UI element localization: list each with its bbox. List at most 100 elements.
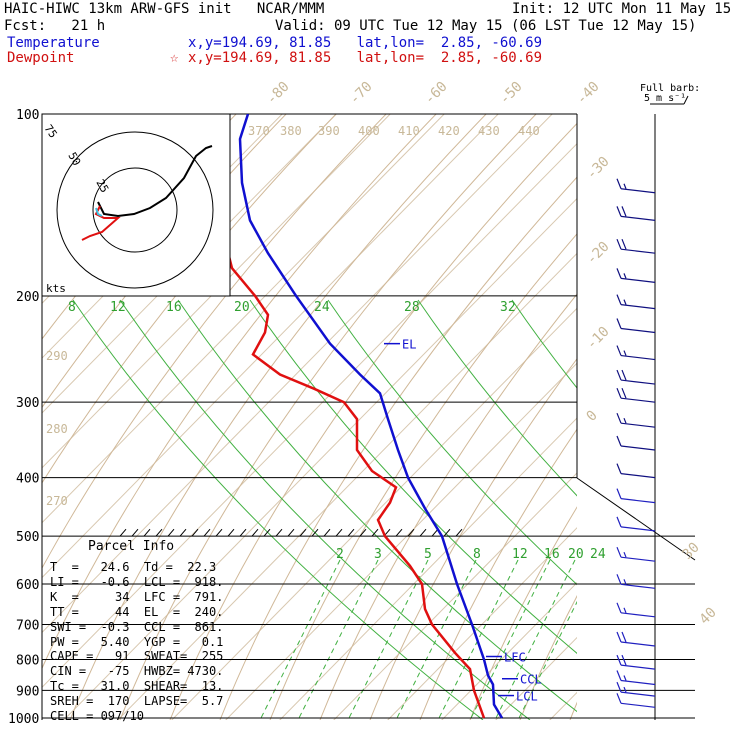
parcel-info-row: SREH = 170 LAPSE= 5.7 xyxy=(50,694,224,709)
parcel-info-row: T = 24.6 Td = 22.3 xyxy=(50,560,217,574)
freezing-level-hatch xyxy=(227,528,235,537)
freezing-level-hatch xyxy=(443,528,451,537)
wind-barb-staff xyxy=(620,248,656,254)
parcel-info-row: LI = -0.6 LCL = 918. xyxy=(50,574,224,589)
theta-e-label: 370 xyxy=(248,124,270,138)
hodograph-ring-label: 75 xyxy=(42,122,60,140)
wind-barb-staff xyxy=(620,379,656,385)
mixing-ratio-lower-label: 24 xyxy=(590,547,606,562)
wind-barb-staff xyxy=(620,691,656,697)
wind-barb-full xyxy=(616,238,622,250)
parcel-info-title: Parcel Info xyxy=(88,539,175,554)
barb-key-flag xyxy=(683,95,689,105)
freezing-level-hatch xyxy=(131,528,139,537)
wind-barb-staff xyxy=(620,277,656,283)
dry-adiabat-line xyxy=(319,293,577,720)
dry-adiabat-line xyxy=(42,114,337,484)
hodograph-units: kts xyxy=(46,282,66,295)
dry-adiabat-line xyxy=(42,114,437,670)
freezing-level-hatch xyxy=(155,528,163,537)
isotherm-line xyxy=(225,362,577,720)
mixing-ratio-line xyxy=(437,559,519,720)
hodograph-lower-trace xyxy=(81,205,121,241)
wind-barb-full xyxy=(616,345,622,356)
parcel-info-row: K = 34 LFC = 791. xyxy=(50,589,224,604)
freezing-level-hatch xyxy=(203,528,211,537)
isotherm-right-label: 0 xyxy=(584,408,601,425)
wind-barb-full xyxy=(616,516,622,528)
freezing-level-hatch xyxy=(347,528,355,537)
theta-e-label: 430 xyxy=(478,124,500,138)
parcel-info-row: CELL = 097/10 xyxy=(50,709,144,723)
freezing-level-hatch xyxy=(455,528,463,537)
wind-barb-half xyxy=(623,579,627,585)
dry-adiabat-line xyxy=(519,595,577,720)
isotherm-line xyxy=(279,417,577,720)
wind-barb-full xyxy=(621,238,627,250)
pressure-tick-label: 700 xyxy=(16,618,39,633)
theta-e-label: 380 xyxy=(280,124,302,138)
hodograph-surface-trace xyxy=(95,207,103,217)
dewpoint-line xyxy=(210,114,486,719)
moist-adiabat-line xyxy=(177,299,577,713)
temperature-coords: x,y=194.69, 81.85 lat,lon= 2.85, -60.69 xyxy=(188,35,543,51)
dewpoint-marker: ☆ xyxy=(170,50,179,66)
freezing-level-hatch xyxy=(335,528,343,537)
wind-barb-staff xyxy=(620,664,656,670)
mixing-ratio-line xyxy=(297,559,379,720)
isotherm-line xyxy=(441,581,577,720)
isotherm-right-label: 40 xyxy=(697,605,720,628)
dry-adiabat-line xyxy=(469,506,577,720)
wind-barb-staff xyxy=(620,526,656,532)
wind-barb-staff xyxy=(620,215,656,221)
moist-adiabat-line xyxy=(249,299,577,654)
forecast-hour: Fcst: 21 h xyxy=(4,18,106,34)
theta-e-label: 440 xyxy=(518,124,540,138)
mixing-ratio-upper-label: 28 xyxy=(404,300,420,315)
isotherm-line xyxy=(594,100,740,730)
wind-barb-full xyxy=(616,206,622,217)
wind-barb-staff xyxy=(620,498,656,504)
wind-barb-full xyxy=(616,318,622,329)
dry-adiabat-line xyxy=(269,233,577,720)
wind-barb-full xyxy=(616,670,622,681)
plot-right-border-skew xyxy=(576,477,696,561)
wind-barb-staff xyxy=(620,612,656,618)
isotherm-line xyxy=(549,691,577,720)
wind-barb-full xyxy=(616,412,622,424)
wind-barb-full xyxy=(616,463,622,474)
wind-barb-full xyxy=(621,631,627,643)
isotherm-line xyxy=(42,142,577,689)
valid-time: Valid: 09 UTC Tue 12 May 15 (06 LST Tue … xyxy=(275,18,697,34)
chart-title: HAIC-HIWC 13km ARW-GFS init NCAR/MMM xyxy=(4,1,325,17)
isotherm-top-label: -40 xyxy=(574,79,603,108)
parcel-info-row: TT = 44 EL = 240. xyxy=(50,604,224,619)
wind-barb-full xyxy=(616,602,622,614)
level-label-lcl: LCL xyxy=(516,690,538,704)
parcel-info-row: SWI = -0.3 CCL = 861. xyxy=(50,619,224,634)
mixing-ratio-line xyxy=(347,559,429,720)
mixing-ratio-upper-label: 24 xyxy=(314,300,330,315)
isotherm-line xyxy=(333,472,577,720)
barb-key-label: Full barb: xyxy=(640,83,701,94)
freezing-level-hatch xyxy=(299,528,307,537)
isotherm-line xyxy=(63,197,577,720)
freezing-level-hatch xyxy=(419,528,427,537)
hodograph-box xyxy=(41,113,231,297)
isotherm-right-label: -10 xyxy=(584,324,613,353)
moist-adiabat-line xyxy=(327,299,577,586)
level-label-el: EL xyxy=(402,338,416,352)
theta-e-label: 410 xyxy=(398,124,420,138)
freezing-level-hatch xyxy=(275,528,283,537)
mixing-ratio-upper-label: 20 xyxy=(234,300,250,315)
dry-adiabat-line xyxy=(720,110,740,720)
mixing-ratio-lower-label: 20 xyxy=(568,547,584,562)
init-time: Init: 12 UTC Mon 11 May 15 xyxy=(512,1,732,17)
freezing-level-hatch xyxy=(215,528,223,537)
parcel-info-row: Tc = 31.0 SHEAR= 13. xyxy=(50,679,224,694)
parcel-info-row: PW = 5.40 YGP = 0.1 xyxy=(50,634,224,649)
wind-barb-full xyxy=(616,369,622,381)
wind-barb-full xyxy=(616,681,622,693)
wind-barb-staff xyxy=(620,583,656,589)
mixing-ratio-lower-label: 3 xyxy=(374,547,382,562)
